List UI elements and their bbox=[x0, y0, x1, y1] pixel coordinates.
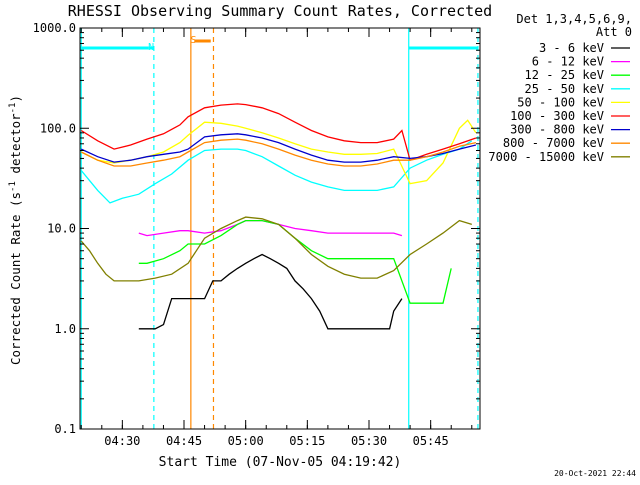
x-tick-label-2: 05:00 bbox=[228, 434, 264, 448]
legend-label-6: 300 - 800 keV bbox=[510, 123, 604, 137]
status-bar-label-1: N bbox=[148, 42, 154, 53]
y-axis-label-main: Corrected Count Rate (s bbox=[8, 192, 23, 365]
x-tick-label-4: 05:30 bbox=[351, 434, 387, 448]
y-tick-label-0: 0.1 bbox=[54, 422, 76, 436]
legend-label-7: 800 - 7000 keV bbox=[503, 136, 604, 150]
legend-label-4: 50 - 100 keV bbox=[517, 95, 604, 109]
legend-label-0: 3 - 6 keV bbox=[539, 41, 604, 55]
x-tick-label-3: 05:15 bbox=[289, 434, 325, 448]
x-axis-label: Start Time (07-Nov-05 04:19:42) bbox=[159, 455, 402, 470]
legend-header-attenuator: Att 0 bbox=[596, 25, 632, 39]
x-axis: 04:30 04:45 05:00 05:15 05:30 05:45 bbox=[80, 28, 473, 448]
y-axis-label: Corrected Count Rate (s-1 detector-1) bbox=[8, 95, 23, 365]
legend-label-3: 25 - 50 keV bbox=[525, 82, 604, 96]
y-axis-label-sup2: -1 bbox=[8, 103, 18, 114]
y-axis-label-end: ) bbox=[8, 95, 23, 103]
timestamp-footer: 20-Oct-2021 22:44 bbox=[554, 469, 636, 478]
series-line-7 bbox=[80, 138, 477, 167]
y-axis-label-sup1: -1 bbox=[8, 181, 18, 192]
status-bar-label-2: S bbox=[190, 35, 196, 46]
y-tick-label-3: 100.0 bbox=[40, 121, 76, 135]
legend-header-detectors: Det 1,3,4,5,6,9, bbox=[516, 12, 632, 26]
y-tick-label-2: 10.0 bbox=[47, 222, 76, 236]
x-tick-label-1: 04:45 bbox=[166, 434, 202, 448]
plot-area: NS bbox=[80, 28, 479, 429]
y-tick-label-1: 1.0 bbox=[54, 322, 76, 336]
x-tick-label-0: 04:30 bbox=[104, 434, 140, 448]
chart-title: RHESSI Observing Summary Count Rates, Co… bbox=[68, 2, 492, 20]
series-line-8 bbox=[80, 216, 472, 282]
series-line-5 bbox=[80, 103, 477, 162]
x-tick-label-5: 05:45 bbox=[413, 434, 449, 448]
legend-label-1: 6 - 12 keV bbox=[532, 55, 604, 69]
series-line-3 bbox=[80, 140, 473, 204]
legend-label-5: 100 - 300 keV bbox=[510, 109, 604, 123]
legend-label-8: 7000 - 15000 keV bbox=[488, 150, 604, 164]
series-line-6 bbox=[80, 133, 477, 163]
y-tick-label-4: 1000.0 bbox=[33, 21, 76, 35]
legend-label-2: 12 - 25 keV bbox=[525, 68, 604, 82]
series-line-4 bbox=[80, 119, 477, 185]
y-axis: 0.1 1.0 10.0 100.0 1000.0 bbox=[33, 21, 480, 436]
series-line-0 bbox=[138, 253, 403, 330]
y-axis-label-mid: detector bbox=[8, 113, 23, 181]
